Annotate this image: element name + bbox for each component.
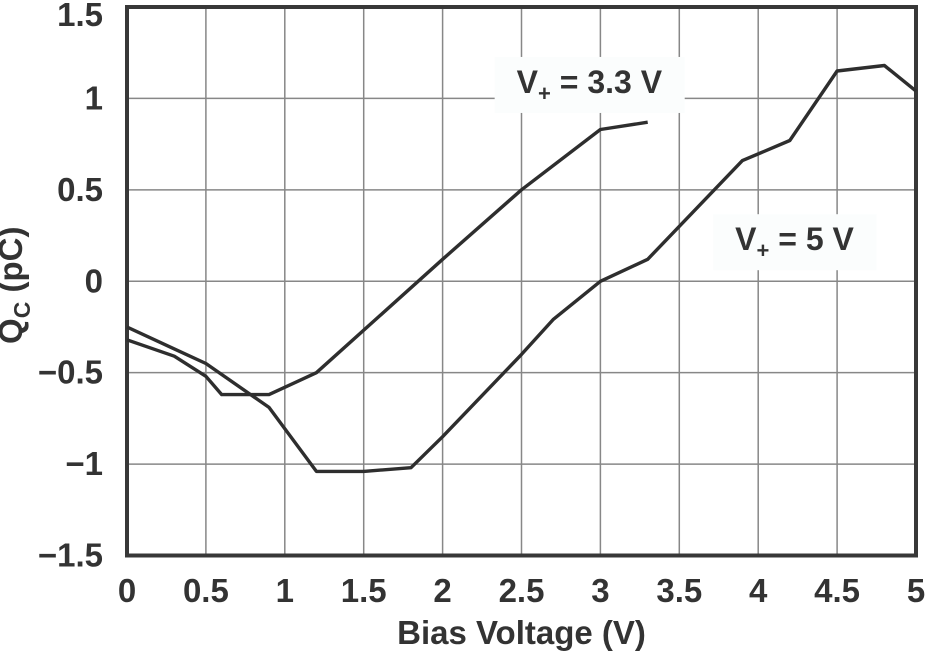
- x-tick-label: 5: [907, 572, 925, 609]
- x-tick-label: 1: [276, 572, 294, 609]
- x-tick-label: 2: [433, 572, 451, 609]
- series-label-v5: V+ = 5 V: [735, 221, 854, 263]
- x-tick-label: 4.5: [814, 572, 860, 609]
- y-tick-label: 1.5: [57, 0, 103, 33]
- x-tick-label: 0.5: [183, 572, 229, 609]
- series-label-bg: [713, 214, 877, 271]
- y-tick-label: −1.5: [38, 537, 103, 574]
- y-axis-title: QC (pC): [0, 227, 35, 344]
- x-axis-title: Bias Voltage (V): [397, 614, 646, 651]
- plot-frame: [125, 5, 918, 558]
- x-tick-label: 0: [118, 572, 136, 609]
- y-tick-label: 1: [85, 79, 103, 116]
- y-tick-label: 0.5: [57, 171, 103, 208]
- x-tick-label: 3: [591, 572, 609, 609]
- x-tick-label: 1.5: [341, 572, 387, 609]
- x-tick-label: 2.5: [499, 572, 545, 609]
- series-line-v33: [126, 120, 648, 397]
- series-annotation: V+ = 3.3 V: [494, 56, 685, 113]
- series-label-bg: [494, 56, 685, 113]
- x-tick-label: 3.5: [656, 572, 702, 609]
- x-tick-label: 4: [749, 572, 768, 609]
- y-tick-label: −1: [65, 445, 103, 482]
- series-label-v33: V+ = 3.3 V: [517, 64, 663, 106]
- y-tick-label: −0.5: [38, 354, 103, 391]
- series-annotation: V+ = 5 V: [713, 214, 877, 271]
- y-tick-label: 0: [85, 262, 103, 299]
- series-line-v5: [126, 63, 918, 474]
